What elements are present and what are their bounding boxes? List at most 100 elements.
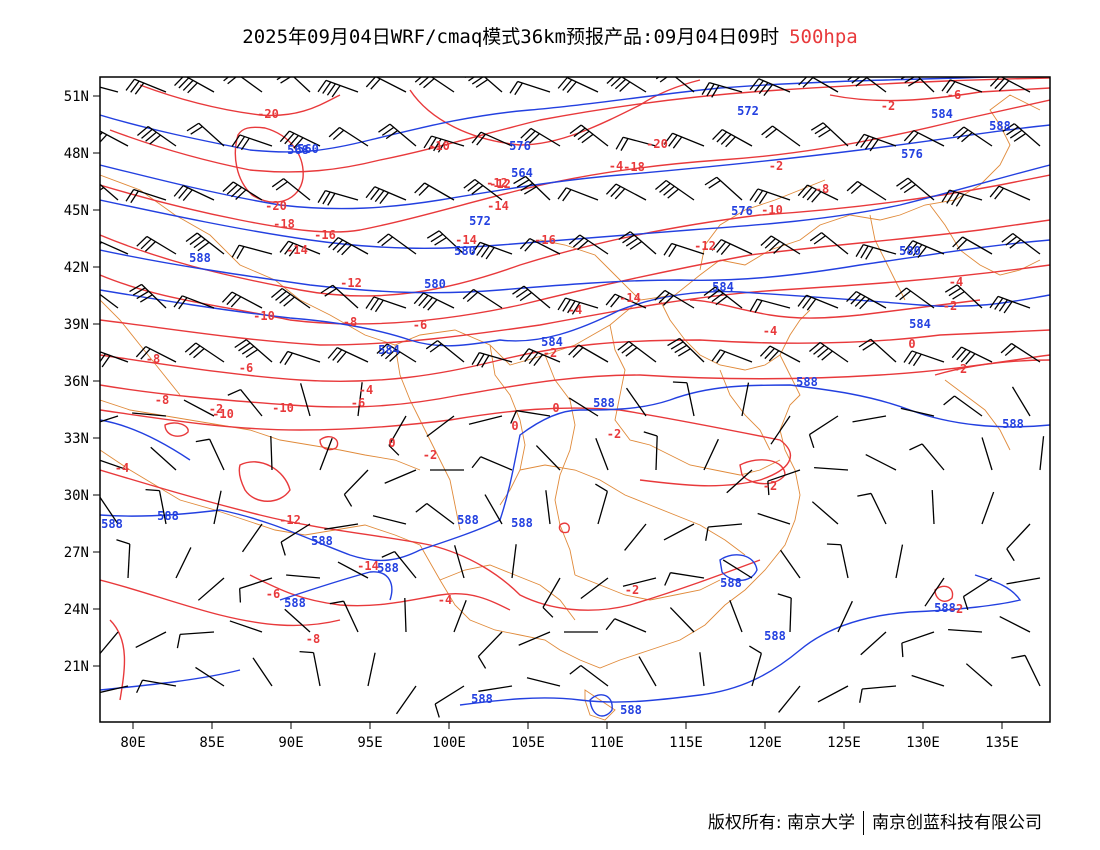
temperature-contour-label: -20 xyxy=(265,199,287,213)
wind-barb xyxy=(545,490,551,525)
height-contour-label: 588 xyxy=(764,629,786,643)
wind-barb xyxy=(464,77,503,93)
wind-barb xyxy=(903,129,945,147)
temperature-contour-label: -14 xyxy=(357,559,379,573)
wind-barb xyxy=(1002,123,1041,147)
wind-barb xyxy=(510,410,551,424)
height-contour-label: 584 xyxy=(541,335,563,349)
wind-barb xyxy=(663,132,705,149)
temperature-contour-label: -8 xyxy=(343,315,357,329)
temperature-contour-label: -12 xyxy=(340,276,362,290)
wind-barb xyxy=(176,631,215,649)
wind-barb xyxy=(271,287,311,309)
lat-tick-label: 36N xyxy=(64,374,89,390)
wind-barb xyxy=(426,230,465,255)
temperature-contour-label: -2 xyxy=(607,427,621,441)
temperature-contour-label: -10 xyxy=(272,401,294,415)
wind-barb xyxy=(989,185,1031,201)
lat-tick-label: 33N xyxy=(64,431,89,447)
wind-barb xyxy=(952,126,993,147)
wind-barb xyxy=(135,345,177,363)
wind-barb xyxy=(329,600,359,633)
temperature-contour-label: -6 xyxy=(266,587,280,601)
footer-separator xyxy=(863,811,864,835)
geopotential-height-contours xyxy=(100,77,1050,717)
wind-barb xyxy=(234,339,273,363)
wind-barb xyxy=(615,136,657,151)
wind-barb xyxy=(239,577,273,603)
wind-barb xyxy=(132,412,167,417)
lat-tick-label: 24N xyxy=(64,602,89,618)
lon-tick-label: 100E xyxy=(432,735,466,751)
wind-barb xyxy=(664,572,705,586)
wind-barb xyxy=(195,666,225,687)
wind-barb xyxy=(814,466,849,471)
wind-barb xyxy=(471,131,513,147)
map-title: 2025年09月04日WRF/cmaq模式36km预报产品:09月04日09时 5… xyxy=(0,22,1100,49)
province-boundaries xyxy=(100,94,1041,721)
wind-barb xyxy=(100,293,119,309)
wind-barb xyxy=(797,184,839,203)
wind-barb xyxy=(757,512,791,525)
wind-barb xyxy=(509,80,551,96)
wind-barb xyxy=(197,577,225,601)
footer-company: 南京创蓝科技有限公司 xyxy=(872,813,1042,833)
temperature-contour-label: -8 xyxy=(155,393,169,407)
wind-barb xyxy=(837,600,853,633)
wind-barb xyxy=(145,488,167,525)
height-contour-label: 588 xyxy=(457,513,479,527)
wind-barb xyxy=(221,291,263,309)
wind-barb xyxy=(847,77,887,93)
wind-barb xyxy=(759,345,801,363)
wind-barb xyxy=(761,125,801,147)
height-contour-label: 568 xyxy=(287,143,309,157)
wind-barb xyxy=(797,294,839,311)
wind-barb xyxy=(186,122,225,147)
temperature-contour-label: -12 xyxy=(486,176,508,190)
wind-barb xyxy=(672,381,695,417)
wind-barb xyxy=(952,236,993,255)
wind-barb xyxy=(317,190,359,206)
wind-barb xyxy=(365,186,407,205)
wind-barb xyxy=(136,679,177,694)
height-contour-label: 580 xyxy=(424,277,446,291)
height-contour-label: 576 xyxy=(731,204,753,218)
temperature-contour-label: -2 xyxy=(769,159,783,173)
wind-barb xyxy=(519,237,561,255)
wind-barb xyxy=(129,283,167,309)
wind-barb xyxy=(896,177,935,201)
wind-barb xyxy=(174,77,215,94)
temperature-contour-label: -6 xyxy=(351,396,365,410)
lat-tick-label: 21N xyxy=(64,659,89,675)
wind-barb xyxy=(557,297,599,315)
wind-barb xyxy=(704,176,743,201)
wind-barb xyxy=(900,77,935,93)
height-contour-label: 584 xyxy=(712,280,734,294)
height-contour-label: 588 xyxy=(101,517,123,531)
temperature-contour-label: -4 xyxy=(949,275,963,289)
wind-barb xyxy=(453,600,467,633)
wind-barb xyxy=(810,122,849,147)
wind-barb xyxy=(618,231,657,255)
wind-barb xyxy=(778,685,801,713)
wind-barb xyxy=(135,631,167,649)
wind-barb xyxy=(137,125,177,147)
wind-barb xyxy=(526,677,561,687)
wind-barb xyxy=(327,347,369,363)
wind-barb xyxy=(605,183,647,201)
wind-barb xyxy=(663,242,705,258)
wind-barb xyxy=(365,77,407,93)
temperature-contour-label: -14 xyxy=(487,199,509,213)
temperature-contour-label: -6 xyxy=(239,361,253,375)
temperature-contour-label: -4 xyxy=(568,303,582,317)
wind-barb xyxy=(542,577,561,618)
wind-barb xyxy=(425,340,465,363)
wind-barb xyxy=(595,438,609,471)
wind-barb xyxy=(271,178,311,201)
lat-tick-label: 39N xyxy=(64,317,89,333)
height-contour-label: 584 xyxy=(909,317,931,331)
wind-barb xyxy=(722,559,753,579)
wind-barb xyxy=(901,631,935,658)
wind-barb xyxy=(1011,654,1041,687)
